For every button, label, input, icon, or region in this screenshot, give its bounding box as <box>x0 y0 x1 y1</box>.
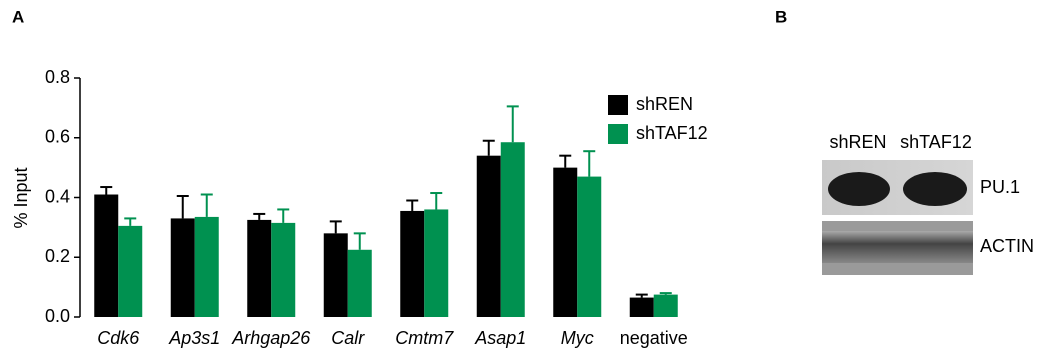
bar <box>553 168 577 317</box>
bar <box>348 250 372 317</box>
bar <box>654 295 678 317</box>
panel-label: A <box>12 7 24 26</box>
bar <box>630 298 654 317</box>
bar <box>118 226 142 317</box>
panel-label: B <box>775 7 787 26</box>
legend-label: shREN <box>636 94 693 114</box>
legend-label: shTAF12 <box>636 123 708 143</box>
band <box>822 231 973 263</box>
bar <box>94 195 118 317</box>
x-tick-label: Calr <box>331 328 365 348</box>
y-tick-label: 0.4 <box>45 186 70 206</box>
x-tick-label: negative <box>620 328 688 348</box>
band-label: PU.1 <box>980 177 1020 197</box>
bar <box>577 177 601 317</box>
y-tick-label: 0.6 <box>45 127 70 147</box>
figure: A B % Input shREN shTAF12 PU.1 ACTIN 0.0… <box>0 0 1047 353</box>
bar <box>477 156 501 317</box>
y-tick-label: 0.8 <box>45 67 70 87</box>
y-tick-label: 0.2 <box>45 246 70 266</box>
band <box>828 172 890 206</box>
bar <box>195 217 219 317</box>
lane-label: shREN <box>829 132 886 152</box>
bar <box>501 142 525 317</box>
bar <box>424 209 448 317</box>
legend-swatch <box>608 124 628 144</box>
x-tick-label: Asap1 <box>474 328 526 348</box>
bar <box>171 218 195 317</box>
bar <box>324 233 348 317</box>
x-tick-label: Cdk6 <box>97 328 140 348</box>
y-tick-label: 0.0 <box>45 306 70 326</box>
bar <box>400 211 424 317</box>
x-tick-label: Arhgap26 <box>231 328 311 348</box>
bar <box>247 220 271 317</box>
x-tick-label: Cmtm7 <box>395 328 454 348</box>
y-axis-label: % Input <box>11 167 31 228</box>
band <box>903 172 967 206</box>
band-label: ACTIN <box>980 236 1034 256</box>
legend-swatch <box>608 95 628 115</box>
x-tick-label: Myc <box>561 328 594 348</box>
bar <box>271 223 295 317</box>
x-tick-label: Ap3s1 <box>168 328 220 348</box>
lane-label: shTAF12 <box>900 132 972 152</box>
